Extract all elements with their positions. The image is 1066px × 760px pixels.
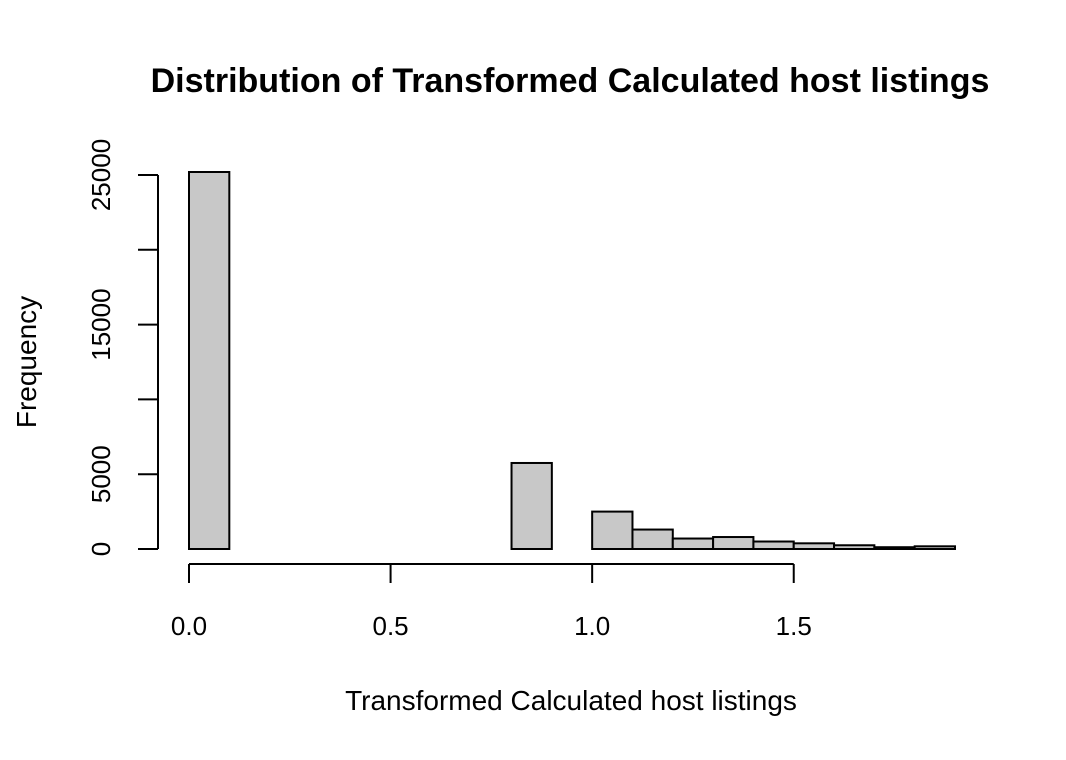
y-tick-label: 0 [86,542,116,556]
y-axis: 0 5000 15000 25000 [86,139,159,556]
x-axis: 0.0 0.5 1.0 1.5 [171,563,812,641]
y-tick-label: 5000 [86,445,116,503]
histogram-bar [792,542,836,550]
x-tick-label: 0.0 [171,611,207,641]
x-tick-label: 1.0 [574,611,610,641]
histogram-bar [712,536,755,550]
bars-group [188,171,956,551]
histogram-bar [833,544,876,551]
x-tick-label: 0.5 [373,611,409,641]
y-tick-label: 25000 [86,139,116,211]
x-tick-label: 1.5 [776,611,812,641]
histogram-bar [188,171,231,550]
histogram-bar [510,461,553,551]
chart-title: Distribution of Transformed Calculated h… [151,62,990,100]
y-axis-label: Frequency [11,296,42,428]
histogram-bar [671,537,715,550]
histogram-bar [873,546,916,551]
histogram-bar [591,510,634,551]
histogram-bar [631,528,674,550]
histogram-bar [913,545,956,550]
y-tick-label: 15000 [86,288,116,360]
histogram-bar [752,540,795,550]
x-axis-label: Transformed Calculated host listings [345,685,797,716]
